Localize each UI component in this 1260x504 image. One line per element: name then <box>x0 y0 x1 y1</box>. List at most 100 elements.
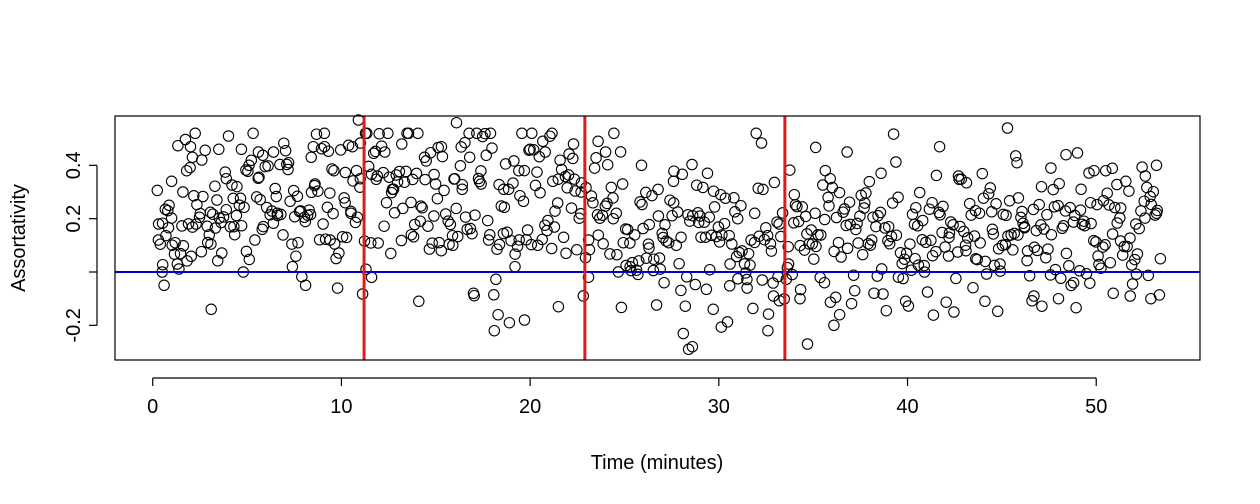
data-point <box>841 146 853 158</box>
data-point <box>544 130 556 142</box>
data-point <box>420 155 432 167</box>
data-point <box>486 142 498 154</box>
data-point <box>1003 195 1016 207</box>
data-point <box>531 166 543 178</box>
data-point <box>345 205 357 218</box>
data-point <box>159 203 172 216</box>
data-point <box>843 196 856 208</box>
data-point <box>808 253 820 265</box>
data-point <box>151 184 164 197</box>
data-point <box>291 190 304 203</box>
data-point <box>377 166 390 179</box>
data-point <box>875 167 887 180</box>
data-point <box>545 242 558 255</box>
data-point <box>173 263 185 275</box>
data-point <box>408 218 421 231</box>
data-point <box>926 249 939 262</box>
data-point <box>890 229 903 241</box>
y-tick-label: -0.2 <box>63 308 85 342</box>
data-point <box>228 220 240 233</box>
data-point <box>905 264 918 276</box>
data-point <box>350 164 363 177</box>
data-point <box>912 259 925 271</box>
data-point <box>1067 276 1080 289</box>
data-point <box>278 137 290 149</box>
data-point <box>464 222 477 235</box>
data-point <box>723 280 736 292</box>
data-point <box>435 244 448 257</box>
data-point <box>1075 183 1087 196</box>
data-point <box>385 247 397 260</box>
data-point <box>794 283 807 296</box>
data-point <box>1103 199 1115 211</box>
data-point <box>226 179 238 191</box>
data-point <box>847 269 860 281</box>
x-tick-label: 30 <box>708 396 730 418</box>
data-point <box>181 255 193 267</box>
data-point <box>310 128 323 140</box>
data-point <box>658 276 670 289</box>
data-point <box>877 288 889 300</box>
data-point <box>1053 177 1065 190</box>
x-tick-label: 10 <box>330 396 352 418</box>
data-point <box>339 166 352 179</box>
data-point <box>874 206 887 219</box>
data-point <box>1101 187 1113 199</box>
data-point <box>870 220 882 233</box>
data-point <box>732 273 744 285</box>
data-point <box>675 231 687 244</box>
data-point <box>1073 265 1086 277</box>
data-point <box>1074 204 1087 216</box>
data-point <box>204 206 217 219</box>
data-point <box>475 178 487 190</box>
data-point <box>1012 192 1025 204</box>
data-point <box>279 144 292 157</box>
data-point <box>879 222 891 234</box>
data-point <box>1139 212 1151 224</box>
data-point <box>718 217 731 230</box>
data-point <box>729 206 741 218</box>
data-point <box>240 164 252 176</box>
data-point <box>930 245 942 258</box>
data-point <box>1045 228 1058 241</box>
data-point <box>690 179 703 191</box>
data-point <box>177 240 190 252</box>
data-point <box>531 239 544 252</box>
data-point <box>456 178 469 191</box>
data-point <box>410 167 423 180</box>
data-point <box>548 221 561 233</box>
data-point <box>809 141 822 154</box>
data-point <box>680 271 693 283</box>
data-point <box>707 185 720 197</box>
data-point <box>587 197 599 209</box>
data-point <box>948 306 960 318</box>
data-point <box>692 216 705 229</box>
data-point <box>262 160 274 172</box>
data-point <box>184 161 196 174</box>
data-point <box>507 177 519 189</box>
data-point <box>810 240 822 253</box>
data-point <box>152 218 165 230</box>
data-point <box>456 183 468 196</box>
data-point <box>818 213 831 226</box>
data-point <box>692 207 704 219</box>
data-point <box>511 240 524 253</box>
data-point <box>736 245 748 257</box>
data-point <box>166 239 178 251</box>
data-point <box>354 137 367 149</box>
data-point <box>625 264 637 277</box>
data-point <box>1047 183 1059 196</box>
data-point <box>721 316 734 328</box>
data-point <box>1056 222 1068 235</box>
data-point <box>190 218 202 230</box>
data-point <box>547 175 559 188</box>
data-point <box>1106 162 1119 175</box>
data-point <box>1118 240 1130 253</box>
data-point <box>1021 254 1033 267</box>
data-point <box>158 279 170 292</box>
data-point <box>156 217 169 229</box>
data-point <box>367 147 380 160</box>
data-point <box>1124 290 1136 302</box>
data-point <box>599 200 612 212</box>
data-point <box>599 146 612 158</box>
